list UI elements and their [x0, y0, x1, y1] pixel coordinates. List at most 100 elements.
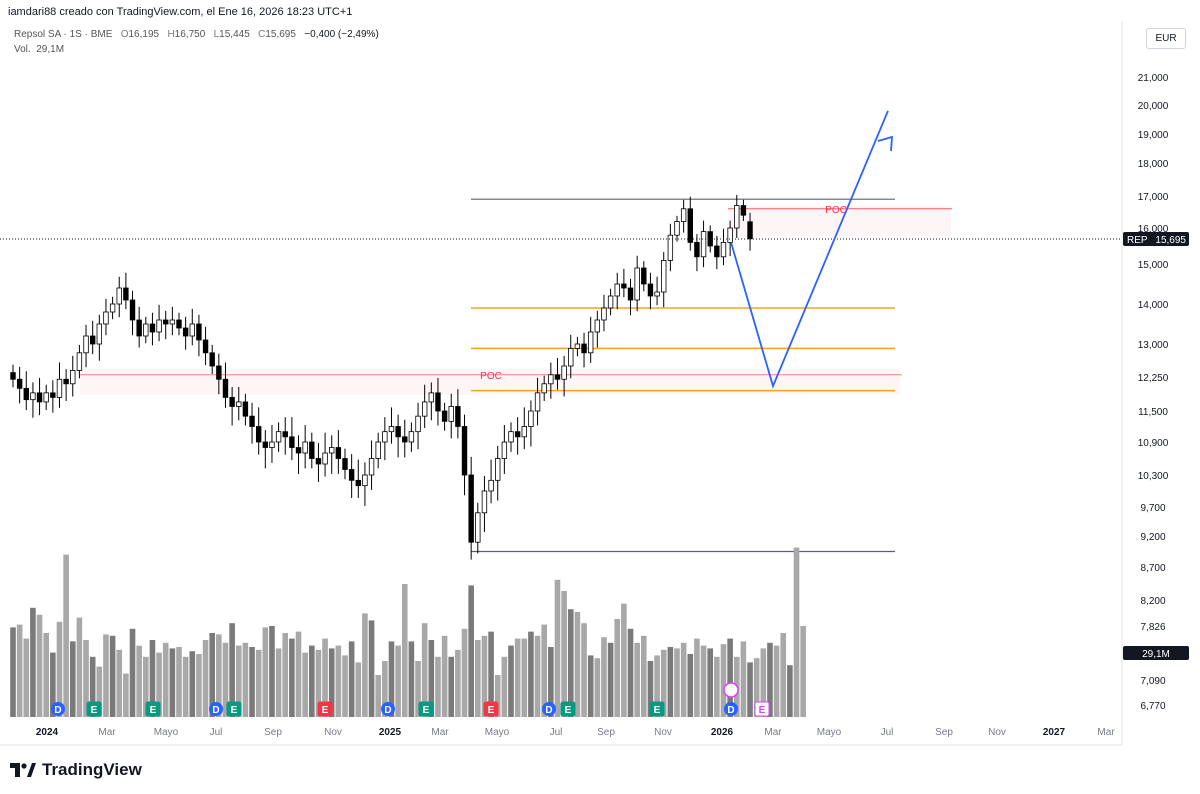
candle-body [395, 426, 401, 438]
volume-bar [202, 640, 209, 717]
volume-bar [441, 635, 448, 717]
candle-body [89, 335, 96, 345]
candle-body [236, 401, 242, 407]
volume-bar [295, 631, 302, 717]
volume-bar [521, 638, 528, 717]
volume-bar [143, 656, 149, 717]
price-tick-label: 16,000 [1138, 224, 1169, 235]
candle-body [674, 221, 680, 236]
time-tick-label: Mar [98, 727, 116, 738]
poc-label-upper: POC [825, 205, 847, 216]
close-value: 15,695 [265, 29, 296, 40]
volume-label: Vol. [14, 44, 31, 55]
price-tick-label: 11,500 [1138, 407, 1168, 418]
volume-bar [767, 642, 773, 717]
event-marker-label: E [231, 705, 238, 716]
volume-bar [428, 640, 435, 717]
brand-name: TradingView [42, 760, 142, 779]
symbol-legend: Repsol SA · 1S · BME O16,195 H16,750 L15… [14, 29, 379, 40]
candle-body [408, 431, 415, 443]
volume-bar [554, 579, 561, 717]
earnings-marker [226, 701, 242, 717]
tradingview-logo[interactable]: TradingView [10, 760, 142, 780]
event-marker-label: E [423, 705, 430, 716]
volume-bar [780, 633, 787, 717]
candle-body [488, 479, 494, 492]
volume-bar [714, 656, 720, 717]
volume-bar [275, 648, 282, 717]
candle-body [714, 245, 720, 258]
volume-bar [395, 645, 401, 717]
volume-bar [687, 654, 694, 717]
event-marker-label: D [54, 705, 61, 716]
projection-arrowhead [877, 135, 893, 152]
volume-bar [56, 621, 63, 717]
candle-body [607, 295, 614, 309]
volume-bar [567, 609, 574, 717]
candle-body [249, 415, 255, 427]
candle-body [309, 441, 315, 459]
time-tick-label: Mayo [485, 727, 510, 738]
candle-body [475, 512, 481, 543]
candle-body [421, 401, 428, 417]
volume-bar [209, 633, 215, 717]
volume-bar [156, 652, 162, 717]
open-label: O [120, 29, 129, 40]
candle-body [680, 208, 687, 223]
price-tick-label: 9,700 [1140, 503, 1165, 514]
price-tick-label: 14,000 [1138, 300, 1169, 311]
time-tick-label: 2027 [1043, 727, 1066, 738]
candle-body [335, 447, 342, 459]
split-event-icon [723, 682, 739, 698]
volume-bar [169, 648, 176, 717]
volume-bar [76, 617, 83, 717]
price-tick-label: 15,000 [1138, 260, 1169, 271]
candle-body [163, 319, 169, 325]
candle-body [661, 259, 667, 293]
volume-bar [136, 645, 142, 717]
candle-body [269, 441, 275, 448]
time-tick-label: Mar [431, 727, 449, 738]
candle-body [614, 283, 620, 297]
volume-bar [660, 649, 667, 717]
currency-button[interactable]: EUR [1146, 28, 1186, 49]
candle-body [514, 431, 521, 438]
volume-bar [16, 624, 23, 717]
candle-body [189, 323, 195, 337]
volume-bar [667, 647, 674, 717]
price-tick-label: 8,200 [1140, 596, 1165, 607]
candle-body [641, 267, 647, 285]
price-tick-label: 7,826 [1140, 622, 1165, 633]
price-tick-label: 19,000 [1138, 130, 1169, 141]
candle-body [43, 392, 49, 403]
volume-bar [700, 645, 707, 717]
earnings-marker [317, 701, 333, 717]
candle-body [70, 369, 76, 385]
price-tick-label: 18,000 [1138, 159, 1169, 170]
high-value: 16,750 [174, 29, 206, 40]
volume-bar [368, 620, 375, 717]
candle-body [461, 426, 468, 476]
time-tick-label: Jul [881, 727, 894, 738]
volume-bar [614, 619, 621, 717]
event-marker-label: E [488, 705, 495, 716]
volume-bar [216, 634, 222, 717]
volume-bar [468, 585, 474, 717]
volume-bar [282, 633, 289, 717]
event-marker-label: D [384, 705, 391, 716]
candle-body [734, 205, 740, 229]
price-tick-label: 20,000 [1138, 101, 1169, 112]
event-marker-label: D [212, 705, 219, 716]
volume-bar [162, 642, 169, 717]
candle-body [501, 441, 508, 459]
volume-bar [309, 645, 315, 717]
volume-bar [461, 628, 468, 717]
poc-zone-upper [728, 205, 951, 238]
attribution-text: iamdari88 creado con TradingView.com, el… [8, 6, 353, 18]
volume-bar [514, 638, 521, 717]
candle-body [707, 231, 713, 247]
volume-bar [587, 655, 594, 717]
volume-bar [647, 661, 654, 717]
candle-body [209, 352, 215, 367]
